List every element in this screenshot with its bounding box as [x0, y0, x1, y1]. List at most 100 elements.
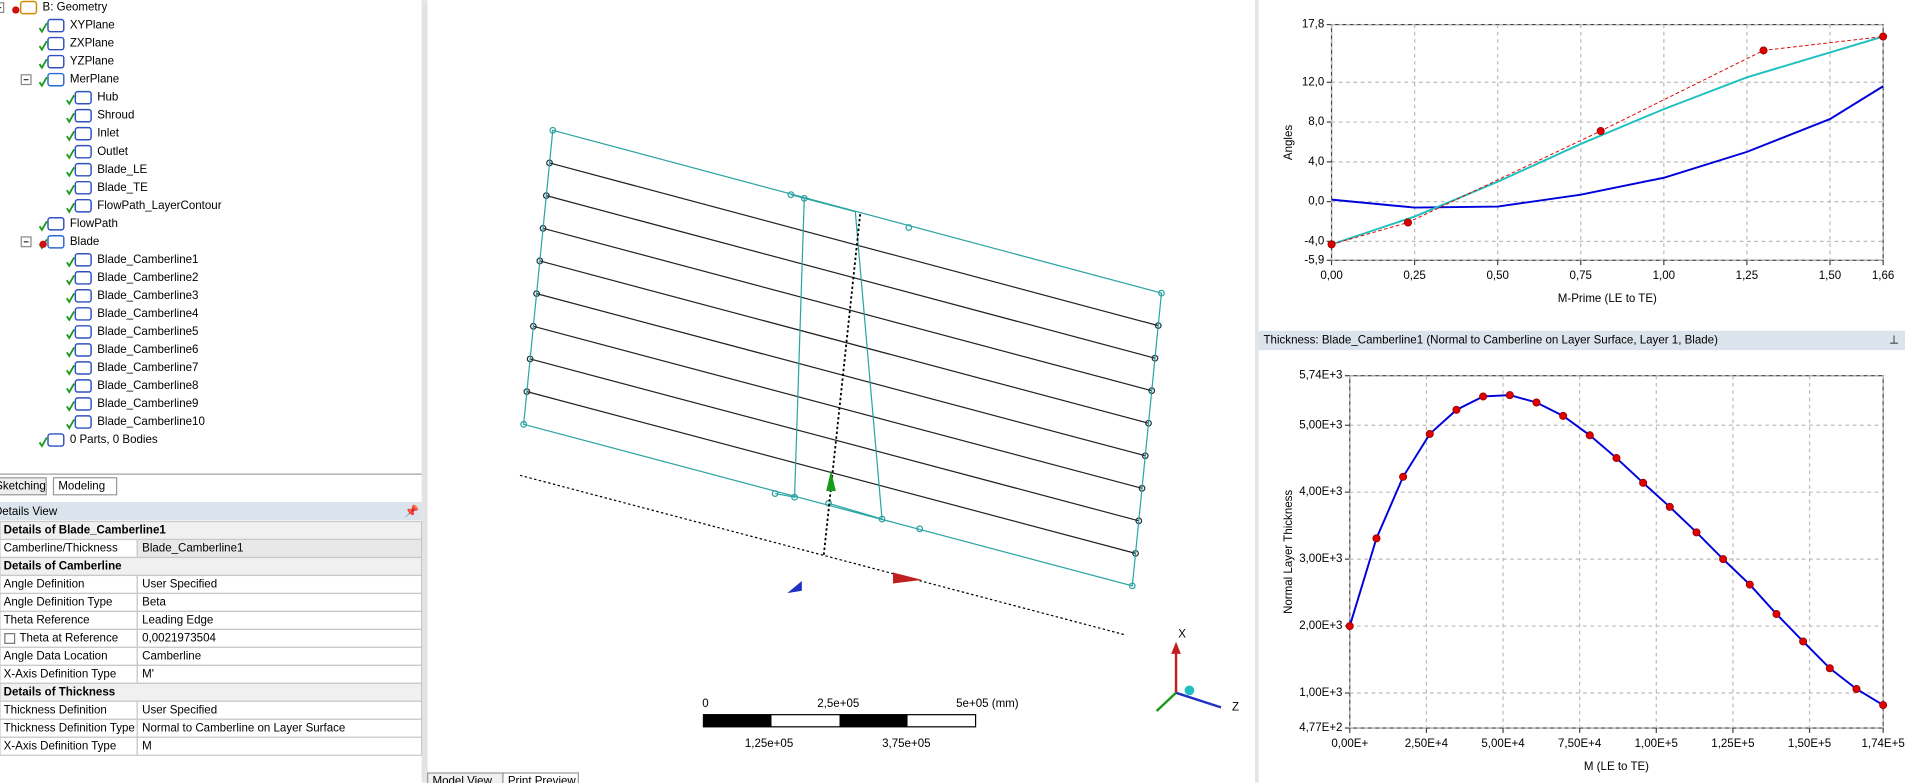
tree-label[interactable]: Inlet [97, 128, 120, 140]
tree-label[interactable]: Blade [70, 236, 100, 248]
view-tab-label[interactable]: Print Preview [508, 776, 577, 783]
y-tick-label: 5,00E+3 [1299, 419, 1342, 431]
property-label: X-Axis Definition Type [4, 740, 117, 752]
tree-label[interactable]: Shroud [97, 110, 134, 122]
data-point[interactable] [1559, 411, 1568, 420]
check-mark [38, 220, 48, 232]
splitter[interactable] [1255, 0, 1259, 783]
tree-label[interactable]: FlowPath [70, 218, 118, 230]
data-point[interactable] [1665, 502, 1674, 511]
tree-label[interactable]: Blade_Camberline9 [97, 398, 198, 410]
tree-label[interactable]: Blade_Camberline7 [97, 362, 198, 374]
data-point[interactable] [1745, 580, 1754, 589]
property-value[interactable]: User Specified [142, 578, 217, 590]
data-point[interactable] [1759, 46, 1768, 55]
data-point[interactable] [1639, 478, 1648, 487]
tree-label[interactable]: Blade_Camberline4 [97, 308, 199, 320]
tab[interactable] [52, 477, 118, 496]
layer-line [542, 227, 1152, 392]
check-mark [66, 166, 75, 178]
view-tab-label[interactable]: Model View [433, 776, 493, 783]
property-value[interactable]: Camberline [142, 650, 201, 662]
data-point[interactable] [1852, 684, 1861, 694]
data-point[interactable] [1612, 454, 1621, 463]
splitter[interactable] [421, 0, 428, 783]
value-cell[interactable] [136, 736, 423, 756]
tree-icon [74, 379, 92, 393]
data-point[interactable] [1425, 429, 1434, 438]
property-value[interactable]: 0,0021973504 [142, 632, 216, 644]
tree-label[interactable]: Blade_Camberline8 [97, 380, 198, 392]
layer-line [539, 260, 1149, 424]
tree-label[interactable]: Outlet [97, 146, 129, 158]
data-point[interactable] [1596, 126, 1605, 136]
vertex [916, 525, 924, 533]
data-point[interactable] [1479, 392, 1488, 401]
data-point[interactable] [1372, 534, 1381, 543]
data-point[interactable] [1403, 218, 1412, 227]
data-point[interactable] [1399, 472, 1408, 481]
expander[interactable] [0, 2, 5, 14]
data-point[interactable] [1345, 622, 1354, 631]
data-point[interactable] [1452, 405, 1461, 414]
y-tick-label: 0,0 [1308, 196, 1324, 208]
data-point[interactable] [1327, 240, 1336, 249]
data-point[interactable] [1772, 610, 1781, 619]
property-value[interactable]: M [142, 740, 152, 752]
tree-label[interactable]: B: Geometry [43, 2, 108, 14]
tree-label[interactable]: Hub [97, 92, 118, 104]
tree-label[interactable]: 0 Parts, 0 Bodies [70, 434, 158, 446]
tree-label[interactable]: XYPlane [70, 20, 115, 32]
value-cell[interactable] [136, 664, 423, 684]
pin-icon[interactable]: 📌 [405, 504, 420, 518]
data-point[interactable] [1879, 701, 1888, 710]
checkbox[interactable] [4, 633, 16, 644]
check-mark [66, 419, 75, 430]
pin-icon[interactable]: ⊥ [1889, 335, 1899, 347]
property-value[interactable]: User Specified [142, 704, 217, 716]
tree-icon [47, 36, 65, 51]
data-point[interactable] [1799, 637, 1808, 646]
property-value[interactable]: Normal to Camberline on Layer Surface [142, 722, 345, 734]
tree-icon [74, 289, 92, 303]
data-point[interactable] [1719, 555, 1728, 564]
property-value[interactable]: M' [142, 668, 154, 680]
check-mark [66, 310, 75, 322]
tree-label[interactable]: ZXPlane [70, 38, 114, 50]
data-point[interactable] [1879, 32, 1888, 41]
tree-label[interactable]: Blade_Camberline3 [97, 290, 198, 302]
tab-label[interactable]: Sketching [0, 480, 46, 492]
value-cell[interactable] [136, 592, 423, 613]
layer-line [529, 358, 1139, 522]
data-point[interactable] [1825, 664, 1834, 673]
tree-label[interactable]: Blade_TE [97, 182, 148, 194]
data-point[interactable] [1585, 431, 1594, 440]
property-value[interactable]: Blade_Camberline1 [142, 543, 243, 555]
tree-label[interactable]: Blade_Camberline1 [97, 254, 198, 266]
tree-label[interactable]: Blade_Camberline10 [97, 416, 205, 428]
tree-label[interactable]: FlowPath_LayerContour [97, 200, 222, 212]
data-point[interactable] [1505, 391, 1514, 400]
property-value[interactable]: Beta [142, 596, 166, 608]
view-tab[interactable] [502, 772, 579, 783]
tree-label[interactable]: Blade_Camberline5 [97, 326, 198, 338]
tree-label[interactable]: MerPlane [70, 74, 119, 86]
tree-label[interactable]: Blade_Camberline2 [97, 272, 198, 284]
series-line [1331, 35, 1884, 246]
tree-label[interactable]: Blade_Camberline6 [97, 344, 198, 356]
tree-icon [74, 415, 92, 429]
tree-label[interactable]: Blade_LE [97, 164, 147, 176]
check-mark [66, 383, 75, 394]
check-mark [38, 58, 48, 70]
property-value[interactable]: Leading Edge [142, 614, 213, 626]
tab[interactable] [0, 477, 47, 496]
tab-label[interactable]: Modeling [58, 480, 105, 492]
tree-label[interactable]: YZPlane [70, 56, 114, 68]
triad-axis [1155, 691, 1177, 712]
check-mark [66, 256, 75, 268]
data-point[interactable] [1532, 398, 1541, 407]
x-tick-label: 0,25 [1403, 270, 1425, 282]
vertex [549, 126, 557, 134]
data-point[interactable] [1692, 528, 1701, 537]
check-mark [38, 40, 48, 52]
